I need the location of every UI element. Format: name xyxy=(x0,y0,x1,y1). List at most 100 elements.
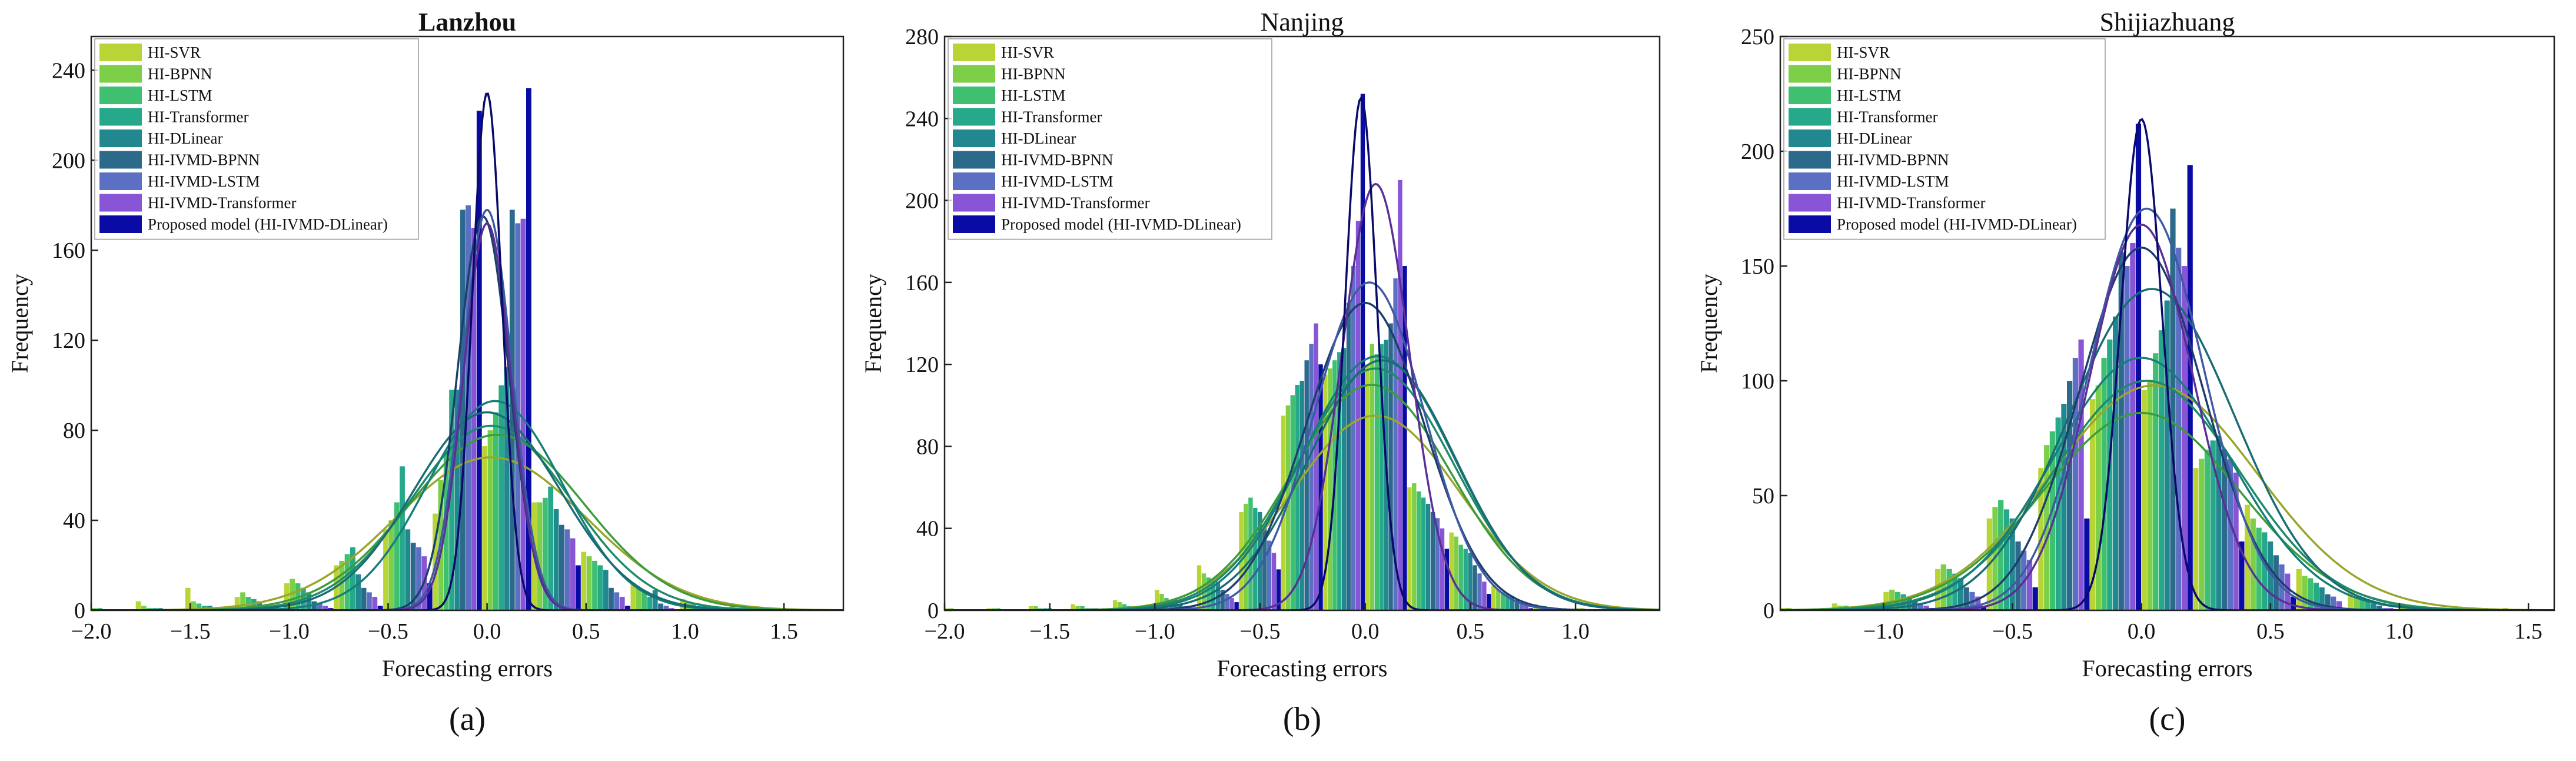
legend-swatch xyxy=(1789,215,1831,233)
bar xyxy=(2176,247,2182,610)
legend-box xyxy=(94,38,419,240)
legend-entry: Proposed model (HI-IVMD-DLinear) xyxy=(1789,215,2077,233)
y-tick-label: 120 xyxy=(905,353,939,377)
panel-label: (c) xyxy=(2149,701,2185,737)
legend-entry: HI-DLinear xyxy=(1789,129,1912,147)
legend-box xyxy=(948,38,1272,240)
bar xyxy=(1398,180,1402,610)
bar xyxy=(2181,266,2188,610)
bar xyxy=(2336,601,2342,610)
bar xyxy=(1075,606,1080,610)
bar xyxy=(1425,503,1431,610)
bar xyxy=(1155,590,1159,610)
y-tick-label: 150 xyxy=(1741,254,1774,279)
bar xyxy=(2216,436,2222,610)
bar xyxy=(2003,509,2010,610)
x-tick-label: 1.0 xyxy=(1561,619,1590,644)
bar xyxy=(669,608,674,610)
bar xyxy=(339,560,345,610)
fit-curve-5 xyxy=(945,359,1660,610)
fit-curve-9 xyxy=(1780,118,2554,610)
bar xyxy=(2256,527,2262,610)
legend-swatch xyxy=(1789,65,1831,83)
bar xyxy=(2268,541,2273,610)
bar xyxy=(1220,590,1225,610)
bar xyxy=(2009,519,2015,610)
y-tick-label: 160 xyxy=(905,271,939,295)
bar xyxy=(609,587,614,610)
bar xyxy=(410,543,416,610)
bar xyxy=(2348,591,2354,610)
bar xyxy=(361,587,367,610)
bar xyxy=(1946,569,1952,610)
bar xyxy=(553,509,559,610)
bar xyxy=(317,603,323,610)
panel-label: (a) xyxy=(449,701,486,737)
bar xyxy=(1468,553,1473,610)
bar xyxy=(1491,586,1496,610)
bar xyxy=(2210,440,2216,610)
bar xyxy=(383,529,388,610)
bar xyxy=(2118,252,2124,610)
legend-entry: Proposed model (HI-IVMD-DLinear) xyxy=(953,215,1241,233)
bar xyxy=(2376,606,2382,610)
bar xyxy=(2319,587,2325,610)
bar xyxy=(2187,165,2193,610)
y-axis-label: Frequency xyxy=(860,274,886,373)
bar xyxy=(1935,569,1941,610)
bar xyxy=(328,608,334,610)
bar xyxy=(1514,600,1520,610)
bar xyxy=(1510,596,1515,610)
legend-swatch xyxy=(99,87,142,104)
legend-entry: HI-IVMD-Transformer xyxy=(99,194,296,212)
legend-label: HI-LSTM xyxy=(148,87,212,104)
x-axis-label: Forecasting errors xyxy=(382,655,553,682)
legend: HI-SVR HI-BPNN HI-LSTM HI-Transformer HI-DLi… xyxy=(1783,38,2106,240)
bar xyxy=(1117,602,1122,610)
legend-entry: HI-Transformer xyxy=(1789,108,1937,126)
bar xyxy=(2296,569,2302,610)
legend-entry: HI-SVR xyxy=(99,44,201,61)
bar xyxy=(91,608,97,610)
y-tick-label: 120 xyxy=(52,328,85,353)
legend-label: HI-IVMD-BPNN xyxy=(148,151,260,169)
x-tick-label: −2.0 xyxy=(925,619,965,644)
bar xyxy=(1477,573,1482,610)
series-bars-6 xyxy=(212,210,713,610)
bar xyxy=(1440,528,1445,610)
bar xyxy=(1463,549,1468,610)
bar xyxy=(2113,316,2119,610)
legend-entry: HI-IVMD-BPNN xyxy=(1789,151,1949,169)
fit-curve-8 xyxy=(1780,224,2554,610)
x-tick-label: −1.0 xyxy=(1135,619,1175,644)
bar xyxy=(543,497,548,610)
bar xyxy=(323,606,328,610)
bar xyxy=(597,565,603,610)
bar xyxy=(1482,581,1487,610)
legend-entry: HI-IVMD-LSTM xyxy=(99,172,260,190)
series-bars-5 xyxy=(1854,300,2428,610)
legend-entry: HI-IVMD-Transformer xyxy=(1789,194,1985,212)
bar xyxy=(1262,528,1267,610)
legend-swatch xyxy=(953,194,995,212)
bar xyxy=(2124,266,2130,610)
bar xyxy=(1430,511,1435,610)
legend-entry: HI-LSTM xyxy=(953,87,1066,104)
bar xyxy=(367,592,372,610)
bar xyxy=(1071,604,1075,610)
bar xyxy=(2354,596,2359,610)
bar xyxy=(1028,606,1033,610)
legend-entry: Proposed model (HI-IVMD-DLinear) xyxy=(99,215,388,233)
bar xyxy=(1304,360,1309,610)
legend-label: Proposed model (HI-IVMD-DLinear) xyxy=(1837,215,2077,233)
legend-label: HI-IVMD-BPNN xyxy=(1001,151,1114,169)
bar xyxy=(2170,208,2176,610)
y-tick-label: 80 xyxy=(63,418,85,443)
series-bars-9 xyxy=(328,88,630,610)
legend-swatch xyxy=(953,172,995,190)
bar xyxy=(493,412,498,610)
bar xyxy=(1958,578,1964,610)
bar xyxy=(2313,583,2319,610)
legend-label: HI-IVMD-LSTM xyxy=(148,172,260,190)
